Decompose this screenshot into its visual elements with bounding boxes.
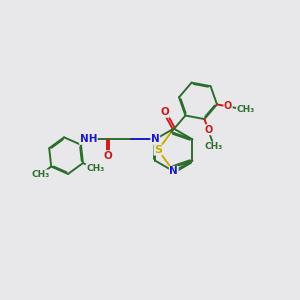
Text: O: O [204,125,212,135]
Text: N: N [169,167,178,176]
Text: O: O [103,151,112,160]
Text: CH₃: CH₃ [86,164,104,173]
Text: CH₃: CH₃ [31,170,50,179]
Text: NH: NH [80,134,97,144]
Text: O: O [160,107,169,117]
Text: O: O [224,101,232,112]
Text: S: S [154,145,162,155]
Text: CH₃: CH₃ [236,105,255,114]
Text: CH₃: CH₃ [205,142,223,151]
Text: N: N [151,134,160,144]
